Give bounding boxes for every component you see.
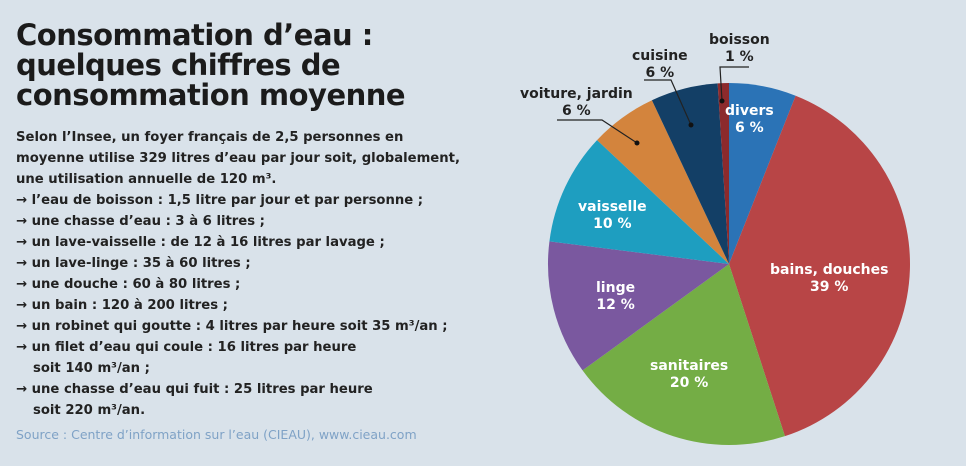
label-cuisine: cuisine 6 % bbox=[632, 48, 688, 81]
leader-cuisine bbox=[644, 79, 692, 126]
label-bains-douches: bains, douches 39 % bbox=[770, 262, 889, 295]
bullet-line: → une chasse d’eau : 3 à 6 litres ; bbox=[16, 214, 265, 229]
label-vaisselle: vaisselle 10 % bbox=[578, 199, 647, 232]
bullet-line: soit 220 m³/an. bbox=[33, 403, 146, 418]
bullet-line: → une douche : 60 à 80 litres ; bbox=[16, 277, 241, 292]
bullet-line: soit 140 m³/an ; bbox=[33, 361, 150, 376]
label-voiture-jardin: voiture, jardin 6 % bbox=[520, 86, 633, 119]
leader-cuisine-dot bbox=[688, 122, 694, 128]
bullet-line: → un robinet qui goutte : 4 litres par h… bbox=[16, 319, 448, 334]
bullet-line: → un lave-linge : 35 à 60 litres ; bbox=[16, 256, 251, 271]
pie-slice-divers bbox=[729, 83, 796, 264]
leader-boisson-dot bbox=[719, 98, 725, 104]
title-line: consommation moyenne bbox=[16, 78, 406, 112]
pie-slice-voiture-jardin bbox=[597, 100, 729, 264]
source-note: Source : Centre d’information sur l’eau … bbox=[16, 427, 417, 442]
pie-slice-boisson bbox=[717, 83, 729, 264]
intro-line: moyenne utilise 329 litres d’eau par jou… bbox=[16, 151, 460, 166]
infographic-panel: Consommation d’eau : quelques chiffres d… bbox=[0, 0, 966, 466]
label-boisson: boisson 1 % bbox=[709, 32, 770, 65]
label-linge: linge 12 % bbox=[596, 280, 636, 313]
intro-line: une utilisation annuelle de 120 m³. bbox=[16, 172, 277, 187]
pie-slice-sanitaires bbox=[582, 264, 785, 445]
pie-slice-vaisselle bbox=[549, 140, 729, 264]
bullet-line: → l’eau de boisson : 1,5 litre par jour … bbox=[16, 193, 424, 208]
intro-line: Selon l’Insee, un foyer français de 2,5 … bbox=[16, 130, 404, 145]
leader-voiture-jardin bbox=[557, 119, 638, 144]
bullet-line: → une chasse d’eau qui fuit : 25 litres … bbox=[16, 382, 373, 397]
body-text: Selon l’Insee, un foyer français de 2,5 … bbox=[16, 127, 460, 421]
leader-boisson bbox=[719, 66, 749, 102]
pie-slice-linge bbox=[548, 241, 729, 371]
page-title: Consommation d’eau : quelques chiffres d… bbox=[16, 18, 406, 112]
label-sanitaires: sanitaires 20 % bbox=[650, 358, 729, 391]
leader-voiture-jardin-dot bbox=[634, 140, 640, 146]
pie-slice-cuisine bbox=[651, 83, 729, 264]
title-line: Consommation d’eau : bbox=[16, 18, 373, 52]
title-line: quelques chiffres de bbox=[16, 48, 341, 82]
label-divers: divers 6 % bbox=[725, 103, 774, 136]
bullet-line: → un lave-vaisselle : de 12 à 16 litres … bbox=[16, 235, 385, 250]
bullet-line: → un bain : 120 à 200 litres ; bbox=[16, 298, 228, 313]
pie-slice-bains-douches bbox=[729, 95, 910, 437]
bullet-line: → un filet d’eau qui coule : 16 litres p… bbox=[16, 340, 357, 355]
